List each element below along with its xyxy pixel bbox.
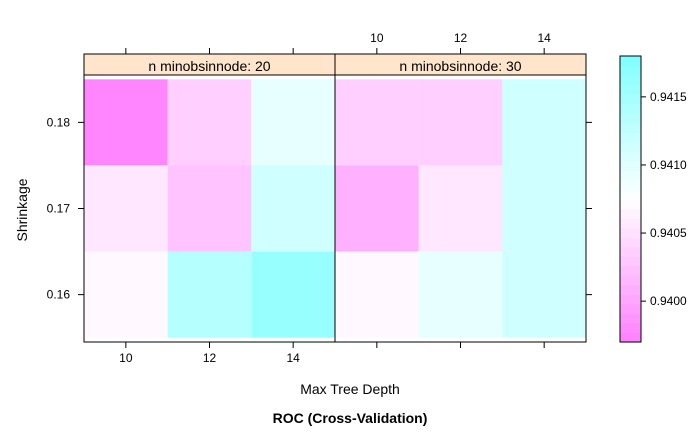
colorbar-segment	[620, 94, 641, 105]
colorbar-segment	[620, 56, 641, 67]
colorbar-segment	[620, 122, 641, 133]
heatmap-cell	[335, 79, 419, 166]
y-tick-label: 0.17	[47, 202, 71, 216]
heatmap-cell	[418, 79, 503, 166]
x-tick-label: 12	[203, 351, 217, 365]
heatmap-cell	[167, 165, 252, 252]
colorbar-segment	[620, 284, 641, 295]
colorbar-tick-label: 0.9415	[650, 90, 687, 104]
colorbar-segment	[620, 275, 641, 286]
colorbar-segment	[620, 237, 641, 248]
colorbar-segment	[620, 103, 641, 114]
frame-layer: n minobsinnode: 20 n minobsinnode: 30	[83, 53, 587, 343]
colorbar-segment	[620, 246, 641, 257]
heatmap-cell	[335, 251, 419, 338]
colorbar-segment	[620, 170, 641, 181]
x-axis-label: Max Tree Depth	[300, 381, 400, 397]
x-tick-label: 14	[286, 351, 300, 365]
heatmap-cell	[251, 165, 335, 252]
heatmap-cell	[418, 251, 503, 338]
colorbar-segment	[620, 160, 641, 171]
colorbar-frame	[619, 55, 642, 343]
heatmap-cell	[251, 251, 335, 338]
colorbar-segment	[620, 218, 641, 229]
axis-layer: 10 10 12 12 14 14 0.16 0.17 0.18	[47, 31, 592, 365]
colorbar-segment	[620, 208, 641, 219]
colorbar-layer: 0.9400 0.9405 0.9410 0.9415	[619, 55, 687, 343]
colorbar-segment	[620, 332, 641, 343]
x-tick-label: 12	[454, 31, 468, 45]
colorbar-segment	[620, 313, 641, 324]
colorbar-segment	[620, 303, 641, 314]
x-tick-label: 10	[370, 31, 384, 45]
colorbar-segment	[620, 113, 641, 124]
x-tick-label: 10	[119, 351, 133, 365]
colorbar-segment	[620, 151, 641, 162]
colorbar-segment	[620, 322, 641, 334]
colorbar-tick-label: 0.9405	[650, 226, 687, 240]
chart-title: ROC (Cross-Validation)	[273, 410, 428, 426]
colorbar-tick-label: 0.9410	[650, 158, 687, 172]
colorbar-segment	[620, 199, 641, 210]
colorbar-segment	[620, 256, 641, 267]
colorbar-segment	[620, 189, 641, 200]
heatmap-cell	[335, 165, 419, 252]
colorbar-segment	[620, 141, 641, 152]
colorbar-segment	[620, 84, 641, 95]
heatmap-cell	[502, 79, 586, 166]
panel-strip-label: n minobsinnode: 20	[148, 58, 270, 74]
heatmap-cell	[167, 251, 252, 338]
y-tick-label: 0.16	[47, 288, 71, 302]
heatmap-cell	[251, 79, 335, 166]
heatmap-cell	[502, 165, 586, 252]
colorbar-segment	[620, 265, 641, 276]
colorbar-segment	[620, 227, 641, 238]
heatmap-cell	[84, 79, 168, 166]
heatmap-cell	[167, 79, 252, 166]
colorbar-segment	[620, 65, 641, 76]
y-axis-label: Shrinkage	[14, 178, 30, 241]
heatmap-cell	[84, 251, 168, 338]
heatmap-cell	[84, 165, 168, 252]
x-tick-label: 14	[537, 31, 551, 45]
panel-strip-label: n minobsinnode: 30	[399, 58, 521, 74]
y-tick-label: 0.18	[47, 115, 71, 129]
heatmap-cell	[418, 165, 503, 252]
colorbar-segment	[620, 294, 641, 305]
colorbar-segment	[620, 132, 641, 143]
colorbar-segment	[620, 179, 641, 191]
cells-layer	[84, 79, 586, 338]
heatmap-cell	[502, 251, 586, 338]
colorbar-segment	[620, 75, 641, 86]
colorbar-tick-label: 0.9400	[650, 294, 687, 308]
